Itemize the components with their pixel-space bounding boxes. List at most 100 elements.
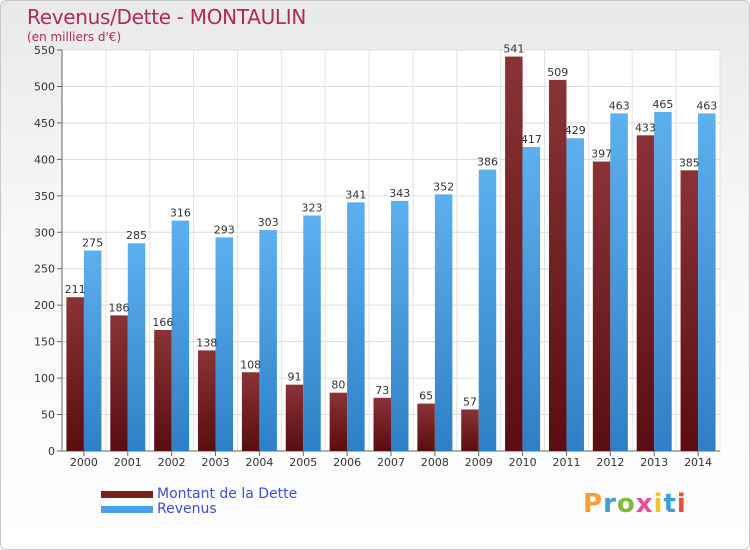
logo-letter: x [635,489,654,519]
bar-revenus [127,243,146,451]
legend-label-dette: Montant de la Dette [157,486,298,502]
data-labels: 211 275 186 285 166 316 138 293 108 303 91 323 80 341… [65,43,718,409]
x-tick-label: 2000 [70,456,98,469]
x-tick-label: 2004 [245,456,273,469]
bar-dette [592,161,611,451]
data-label: 138 [196,336,217,349]
data-label: 108 [240,358,261,371]
bar-revenus [478,169,497,451]
legend-label-revenus: Revenus [157,501,217,517]
data-label: 73 [375,384,389,397]
bar-dette [285,384,304,451]
y-tick-label: 200 [34,299,55,312]
bar-dette [417,403,435,451]
y-tick-label: 300 [34,226,55,239]
x-tick-label: 2002 [158,456,186,469]
bar-dette [548,79,567,451]
data-label: 463 [696,99,717,112]
bars [66,56,716,452]
x-tick-label: 2014 [684,456,712,469]
bar-dette [636,135,655,451]
y-tick-label: 450 [34,117,55,130]
data-label: 385 [679,156,700,169]
bar-revenus [215,237,234,451]
x-tick-label: 2005 [289,456,317,469]
x-tick-label: 2010 [509,456,537,469]
data-label: 57 [463,395,477,408]
y-tick-label: 550 [34,44,55,57]
data-label: 91 [288,371,302,384]
logo-letter: r [603,489,617,519]
y-tick-label: 500 [34,80,55,93]
data-label: 285 [126,229,147,242]
logo-letter: i [676,489,687,519]
bar-revenus [259,230,277,451]
bar-dette [373,397,391,451]
bar-dette [241,372,260,451]
logo-letter: i [653,489,664,519]
bar-revenus [391,200,409,451]
bar-revenus [83,250,102,451]
logo-letter: P [583,489,604,519]
legend-swatch-revenus [101,506,153,513]
bar-dette [198,350,216,451]
y-tick-label: 150 [34,336,55,349]
bar-revenus [303,215,321,451]
data-label: 303 [258,216,279,229]
data-label: 211 [65,283,86,296]
data-label: 323 [302,202,323,215]
data-label: 386 [477,156,498,169]
y-tick-label: 400 [34,153,55,166]
proxiti-logo: Proxiti [583,489,687,519]
data-label: 343 [389,187,410,200]
data-label: 166 [152,316,173,329]
data-label: 293 [214,223,235,236]
y-tick-label: 250 [34,263,55,276]
data-label: 275 [82,237,103,250]
data-label: 186 [109,301,130,314]
bar-revenus [698,113,716,451]
data-label: 465 [652,98,673,111]
y-tick-label: 0 [48,445,55,458]
chart-title: Revenus/Dette - MONTAULIN [27,5,307,29]
logo-letter: t [663,489,677,519]
legend-swatch-dette [101,491,153,498]
bar-dette [66,297,84,451]
x-tick-label: 2007 [377,456,405,469]
chart-subtitle: (en milliers d'€) [27,30,122,44]
bar-revenus [434,194,453,452]
bar-dette [505,56,523,451]
data-label: 541 [503,43,524,56]
logo-letter: o [616,489,636,519]
bar-revenus [347,202,365,451]
x-tick-label: 2006 [333,456,361,469]
x-tick-label: 2008 [421,456,449,469]
bar-dette [461,409,479,451]
data-label: 352 [433,180,454,193]
data-label: 65 [419,390,433,403]
data-label: 397 [591,148,612,161]
bar-dette [329,392,348,451]
data-label: 341 [345,188,366,201]
bar-dette [110,315,128,451]
data-label: 417 [521,133,542,146]
x-tick-label: 2013 [640,456,668,469]
x-tick-label: 2011 [552,456,580,469]
bar-revenus [610,113,628,451]
x-tick-label: 2003 [202,456,230,469]
bar-revenus [522,146,541,451]
y-tick-label: 100 [34,372,55,385]
bar-dette [680,170,699,452]
data-label: 509 [547,66,568,79]
x-tick-label: 2009 [465,456,493,469]
data-label: 316 [170,207,191,220]
y-tick-label: 350 [34,190,55,203]
data-label: 80 [331,379,345,392]
x-tick-label: 2001 [114,456,142,469]
data-label: 463 [609,99,630,112]
bar-revenus [566,138,584,451]
data-label: 429 [565,124,586,137]
bar-dette [154,329,172,451]
data-label: 433 [635,121,656,134]
